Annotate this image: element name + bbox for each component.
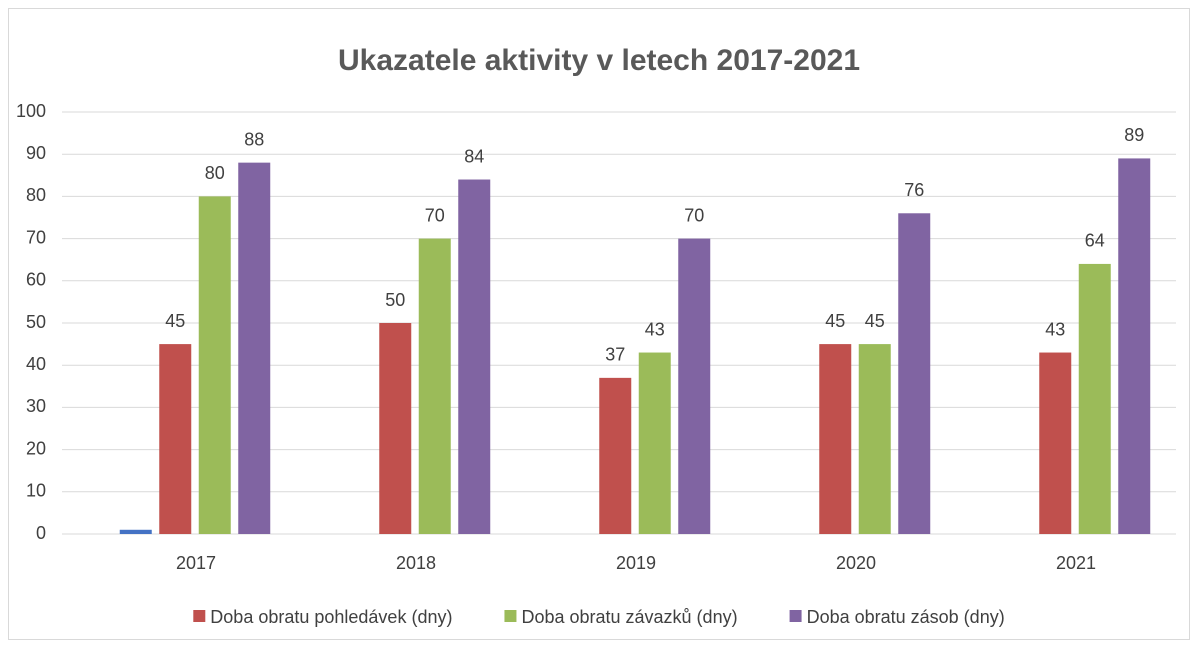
x-tick-label: 2019	[616, 553, 656, 573]
data-label: 45	[165, 311, 185, 331]
bar	[418, 238, 451, 534]
bar	[458, 179, 491, 534]
legend-swatch	[193, 610, 206, 622]
data-label: 88	[244, 129, 264, 149]
x-tick-label: 2017	[176, 553, 216, 573]
legend-label: Doba obratu pohledávek (dny)	[210, 607, 452, 627]
data-label: 70	[425, 205, 445, 225]
y-tick-label: 60	[26, 270, 46, 290]
chart-title: Ukazatele aktivity v letech 2017-2021	[338, 44, 860, 77]
y-tick-label: 70	[26, 227, 46, 247]
legend-swatch	[504, 610, 517, 622]
data-label: 70	[684, 205, 704, 225]
bar	[1039, 352, 1072, 534]
bar	[858, 344, 891, 534]
bar	[638, 352, 671, 534]
data-label: 64	[1085, 231, 1105, 251]
y-tick-label: 50	[26, 312, 46, 332]
bar	[1078, 263, 1111, 534]
x-tick-label: 2021	[1056, 553, 1096, 573]
bar	[198, 196, 231, 534]
bar	[599, 377, 632, 534]
y-tick-label: 100	[16, 101, 46, 121]
bar	[238, 162, 271, 534]
y-tick-label: 10	[26, 481, 46, 501]
data-label: 43	[645, 319, 665, 339]
data-label: 45	[865, 311, 885, 331]
legend-label: Doba obratu závazků (dny)	[521, 607, 737, 627]
y-tick-label: 90	[26, 143, 46, 163]
data-label: 76	[904, 180, 924, 200]
legend-swatch	[789, 610, 802, 622]
bar	[1118, 158, 1151, 535]
data-label: 45	[825, 311, 845, 331]
bar	[819, 344, 852, 534]
data-label: 80	[205, 163, 225, 183]
data-label: 84	[464, 146, 484, 166]
y-tick-label: 80	[26, 185, 46, 205]
y-tick-label: 0	[36, 523, 46, 543]
y-tick-label: 40	[26, 354, 46, 374]
chart-border	[8, 8, 1190, 640]
bar	[898, 213, 931, 534]
x-tick-label: 2018	[396, 553, 436, 573]
bar	[678, 238, 711, 534]
data-label: 37	[605, 345, 625, 365]
bar	[379, 323, 412, 534]
data-label: 43	[1045, 319, 1065, 339]
legend-label: Doba obratu zásob (dny)	[807, 607, 1005, 627]
y-tick-label: 30	[26, 396, 46, 416]
bar	[119, 529, 152, 534]
bar	[159, 344, 192, 534]
data-label: 50	[385, 290, 405, 310]
x-tick-label: 2020	[836, 553, 876, 573]
y-tick-label: 20	[26, 438, 46, 458]
data-label: 89	[1124, 125, 1144, 145]
